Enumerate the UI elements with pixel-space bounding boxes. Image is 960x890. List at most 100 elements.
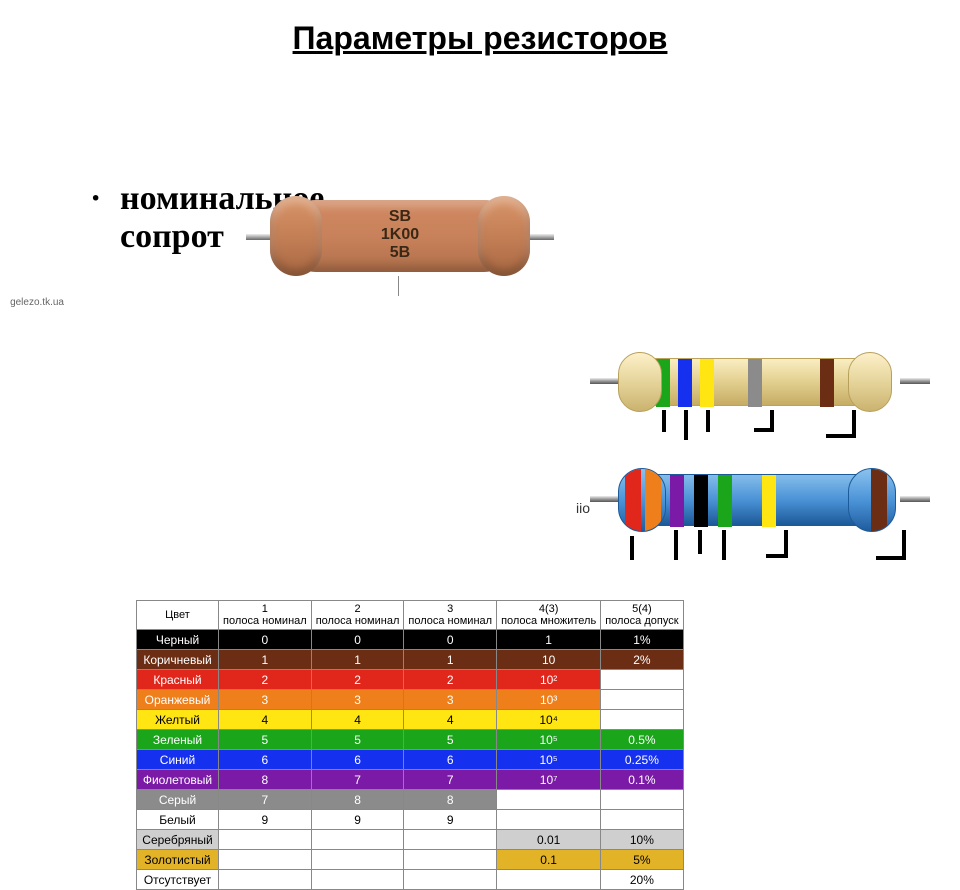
value-cell: 10² [497,670,601,690]
bullet-line2: сопрот [120,218,224,255]
table-row: Оранжевый33310³ [137,690,684,710]
resistor-marking-line: SB [389,208,411,225]
resistor-marking-line: 1K00 [381,226,419,243]
color-name-cell: Оранжевый [137,690,219,710]
color-name-cell: Черный [137,630,219,650]
value-cell: 5 [219,730,312,750]
resistor-cap [618,468,666,532]
resistor-tick [398,276,399,296]
value-cell: 7 [404,770,497,790]
value-cell [404,850,497,870]
table-header: 2полоса номинал [311,601,404,630]
resistor-lead [900,378,930,384]
color-name-cell: Отсутствует [137,870,219,890]
value-cell: 1 [219,650,312,670]
color-band [700,359,714,407]
value-cell: 5% [601,850,683,870]
value-cell: 0 [219,630,312,650]
band-tick [662,410,666,432]
color-band [820,359,834,407]
resistor-marking-line: 5B [390,244,410,261]
value-cell: 8 [219,770,312,790]
value-cell: 9 [404,810,497,830]
band-hook [754,410,774,432]
value-cell: 10³ [497,690,601,710]
color-band [748,359,762,407]
value-cell: 10⁵ [497,730,601,750]
band-tick [722,530,726,560]
resistor-diagrams-right: iio [590,340,940,580]
table-row: Серебряный0.0110% [137,830,684,850]
resistor-body [650,358,860,406]
value-cell: 0.1% [601,770,683,790]
value-cell [404,870,497,890]
value-cell: 0.25% [601,750,683,770]
color-name-cell: Синий [137,750,219,770]
table-header: 4(3)полоса множитель [497,601,601,630]
color-band [718,475,732,527]
resistor-cap [848,468,896,532]
band-tick [684,410,688,440]
band-tick [706,410,710,432]
value-cell [601,790,683,810]
value-cell [219,870,312,890]
value-cell: 8 [404,790,497,810]
value-cell: 0 [404,630,497,650]
table-header: 1полоса номинал [219,601,312,630]
resistor-lead [526,234,554,240]
value-cell: 0.1 [497,850,601,870]
color-code-table: Цвет1полоса номинал2полоса номинал3полос… [136,600,684,890]
slide-title: Параметры резисторов [0,20,960,57]
value-cell: 2 [219,670,312,690]
value-cell: 1% [601,630,683,650]
value-cell: 1 [497,630,601,650]
value-cell [404,830,497,850]
value-cell: 6 [219,750,312,770]
value-cell: 9 [311,810,404,830]
color-name-cell: Серый [137,790,219,810]
color-band [678,359,692,407]
color-name-cell: Коричневый [137,650,219,670]
value-cell: 2% [601,650,683,670]
value-cell: 0.5% [601,730,683,750]
value-cell [601,810,683,830]
color-band [762,475,776,527]
value-cell: 9 [219,810,312,830]
band-tick [630,536,634,560]
resistor-marking: SB 1K00 5B [280,208,520,262]
color-name-cell: Фиолетовый [137,770,219,790]
value-cell: 6 [404,750,497,770]
band-tick [674,530,678,560]
band-hook [876,530,906,560]
color-band [871,469,887,531]
color-name-cell: Белый [137,810,219,830]
resistor-lead [590,496,620,502]
resistor-diagram-4band [590,340,940,430]
color-band [670,475,684,527]
table-row: Черный00011% [137,630,684,650]
value-cell [311,850,404,870]
color-band [645,469,661,531]
table-row: Синий66610⁵0.25% [137,750,684,770]
band-hook [826,410,856,438]
value-cell: 3 [404,690,497,710]
value-cell: 2 [311,670,404,690]
resistor-cap [618,352,662,412]
value-cell: 1 [404,650,497,670]
value-cell: 10% [601,830,683,850]
value-cell: 1 [311,650,404,670]
value-cell [497,810,601,830]
color-name-cell: Золотистый [137,850,219,870]
value-cell: 3 [219,690,312,710]
table-header: 5(4)полоса допуск [601,601,683,630]
resistor-body [652,474,860,526]
table-row: Красный22210² [137,670,684,690]
value-cell: 3 [311,690,404,710]
value-cell: 0 [311,630,404,650]
value-cell: 10⁷ [497,770,601,790]
table-row: Серый788 [137,790,684,810]
value-cell [311,870,404,890]
value-cell: 8 [311,790,404,810]
value-cell: 10⁵ [497,750,601,770]
value-cell: 5 [311,730,404,750]
